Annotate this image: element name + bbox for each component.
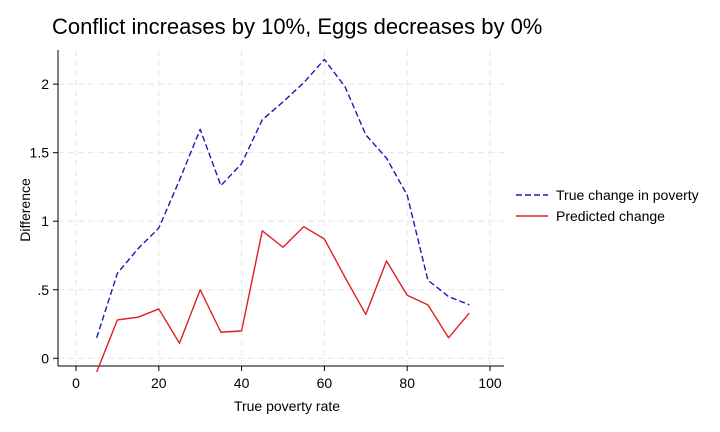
series-line-predicted-change [96, 225, 470, 373]
legend-label: Predicted change [556, 208, 665, 224]
axes-layer: 0.511.520 20 40 60 80 100 [30, 50, 504, 391]
y-tick-label: 2 [41, 76, 49, 92]
series-line-true-change-in-poverty [96, 58, 470, 338]
legend: True change in poverty Predicted change [516, 187, 699, 224]
x-tick-label: 100 [478, 375, 502, 391]
grid-layer [58, 50, 504, 366]
y-tick-label: 0 [41, 350, 49, 366]
x-tick-label: 0 [72, 375, 80, 391]
x-tick-label: 80 [399, 375, 415, 391]
y-tick-label: 1 [41, 213, 49, 229]
x-tick-label: 40 [234, 375, 250, 391]
y-tick-label: .5 [37, 282, 49, 298]
series-layer [96, 58, 470, 373]
x-tick-label: 60 [317, 375, 333, 391]
y-tick-label: 1.5 [30, 145, 50, 161]
x-tick-label: 20 [151, 375, 167, 391]
chart-title: Conflict increases by 10%, Eggs decrease… [52, 14, 542, 39]
legend-label: True change in poverty [556, 187, 699, 203]
y-axis-title: Difference [17, 178, 33, 242]
x-axis-title: True poverty rate [234, 398, 340, 414]
